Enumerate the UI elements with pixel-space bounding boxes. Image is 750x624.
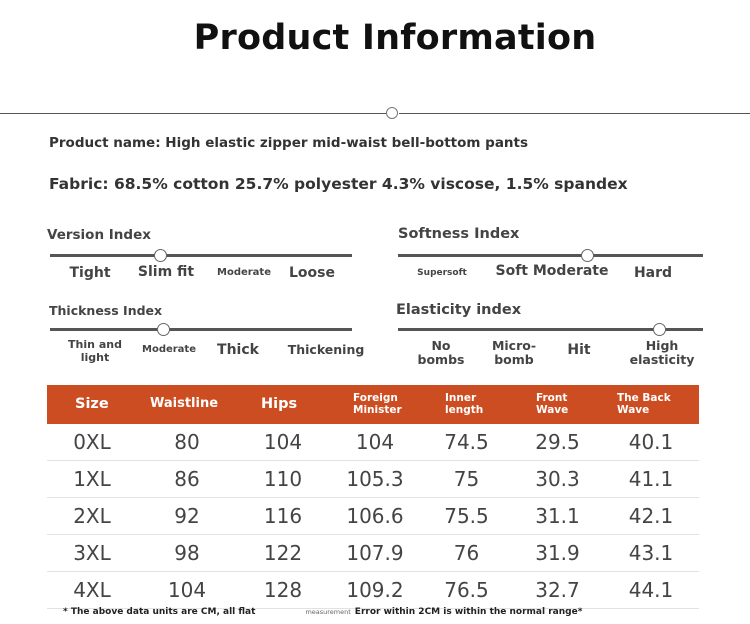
table-row: 4XL 104 128 109.2 76.5 32.7 44.1 [47,571,699,609]
cell-front-wave: 29.5 [512,424,603,461]
footnote-error: Error within 2CM is within the normal ra… [354,607,583,617]
cell-foreign-minister: 104 [329,424,421,461]
thickness-option-thin-and-light: Thin and light [68,338,122,364]
header-foreign-minister: Foreign Minister [353,391,402,416]
divider-circle-icon [386,107,398,119]
version-index-track [50,254,352,257]
softness-option-supersoft: Supersoft [417,268,467,278]
table-row: 0XL 80 104 104 74.5 29.5 40.1 [47,424,699,461]
cell-size: 1XL [47,460,137,498]
table-row: 1XL 86 110 105.3 75 30.3 41.1 [47,460,699,498]
thickness-option-thick: Thick [217,342,259,358]
softness-index-title: Softness Index [398,226,520,242]
cell-size: 4XL [47,571,137,609]
footnote-measurement: measurement [305,608,351,616]
size-table-header: Size Waistline Hips Foreign Minister Inn… [47,385,699,424]
version-option-loose: Loose [289,265,335,281]
cell-size: 2XL [47,497,137,535]
cell-hips: 104 [237,424,329,461]
cell-front-wave: 31.1 [512,497,603,535]
thickness-option-moderate: Moderate [141,344,197,355]
softness-option-hard: Hard [633,265,673,281]
header-inner-length: Inner length [445,391,484,416]
cell-front-wave: 32.7 [512,571,603,609]
table-row: 3XL 98 122 107.9 76 31.9 43.1 [47,534,699,572]
product-name: Product name: High elastic zipper mid-wa… [49,135,529,151]
cell-front-wave: 30.3 [512,460,603,498]
softness-option-soft-moderate: Soft Moderate [495,263,609,279]
elasticity-option-micro-bomb: Micro-bomb [491,338,537,368]
cell-foreign-minister: 106.6 [329,497,421,535]
thickness-index-track [50,328,352,331]
cell-back-wave: 43.1 [603,534,699,572]
fabric-composition: Fabric: 68.5% cotton 25.7% polyester 4.3… [49,175,628,193]
cell-size: 0XL [47,424,137,461]
title-divider-right [399,113,750,114]
page-title: Product Information [193,18,597,58]
thickness-index-knob [157,323,170,336]
thickness-option-thickening: Thickening [287,342,365,357]
cell-inner-length: 76.5 [421,571,512,609]
footnote: * The above data units are CM, all flat m… [63,607,750,617]
elasticity-option-no-bombs: No bombs [417,338,465,368]
header-waistline: Waistline [150,396,219,412]
cell-front-wave: 31.9 [512,534,603,572]
table-row: 2XL 92 116 106.6 75.5 31.1 42.1 [47,497,699,535]
footnote-units: * The above data units are CM, all flat [63,607,256,617]
version-index-title: Version Index [47,227,151,243]
elasticity-option-hit: Hit [567,342,591,358]
size-table: Size Waistline Hips Foreign Minister Inn… [47,385,699,609]
softness-index-track [398,254,703,257]
cell-waistline: 86 [137,460,237,498]
cell-foreign-minister: 109.2 [329,571,421,609]
cell-waistline: 80 [137,424,237,461]
elasticity-index-title: Elasticity index [396,302,522,318]
header-hips: Hips [261,395,298,412]
version-index-knob [154,249,167,262]
cell-hips: 116 [237,497,329,535]
elasticity-index-knob [653,323,666,336]
version-option-moderate: Moderate [216,267,272,278]
header-front-wave: Front Wave [536,391,569,416]
elasticity-option-high-elasticity: High elasticity [629,338,695,368]
cell-waistline: 104 [137,571,237,609]
thickness-index-title: Thickness Index [49,303,163,318]
cell-back-wave: 42.1 [603,497,699,535]
cell-inner-length: 74.5 [421,424,512,461]
cell-hips: 128 [237,571,329,609]
cell-inner-length: 75.5 [421,497,512,535]
cell-back-wave: 40.1 [603,424,699,461]
cell-inner-length: 75 [421,460,512,498]
cell-foreign-minister: 105.3 [329,460,421,498]
version-option-tight: Tight [69,265,111,281]
cell-size: 3XL [47,534,137,572]
cell-back-wave: 41.1 [603,460,699,498]
header-size: Size [75,395,109,412]
cell-waistline: 92 [137,497,237,535]
header-back-wave: The Back Wave [617,391,671,416]
cell-back-wave: 44.1 [603,571,699,609]
cell-hips: 122 [237,534,329,572]
elasticity-index-track [398,328,703,331]
version-option-slim-fit: Slim fit [137,264,195,280]
cell-inner-length: 76 [421,534,512,572]
cell-waistline: 98 [137,534,237,572]
cell-hips: 110 [237,460,329,498]
cell-foreign-minister: 107.9 [329,534,421,572]
title-divider-left [0,113,386,114]
softness-index-knob [581,249,594,262]
